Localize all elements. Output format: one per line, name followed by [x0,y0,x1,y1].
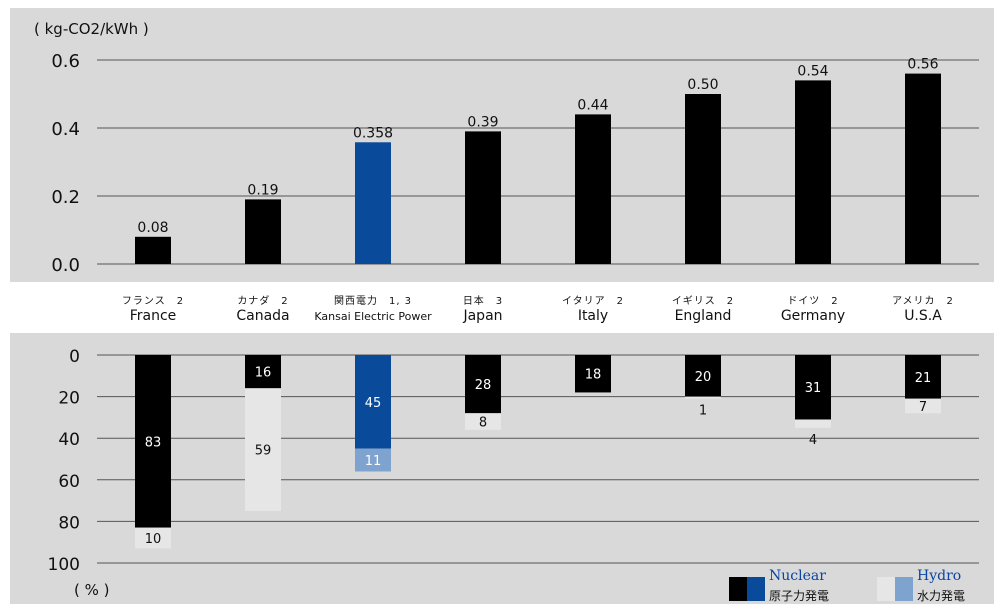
legend-hydro-jp: 水力発電 [917,589,966,603]
category-label-en-4: Italy [577,308,609,324]
top-bar-2 [355,142,391,264]
bottom-y-tick-label-4: 80 [58,513,80,533]
hydro-value-label-3: 8 [479,416,487,431]
category-label-en-1: Canada [236,308,290,324]
top-bar-value-label-4: 0.44 [577,97,608,113]
bottom-y-tick-label-1: 20 [58,389,80,409]
nuclear-bar-6 [795,355,831,420]
legend-nuclear-en: Nuclear [769,568,826,584]
nuclear-value-label-7: 21 [915,371,932,386]
top-bar-value-label-6: 0.54 [797,63,828,79]
hydro-bar-5 [685,396,721,399]
category-label-7: アメリカ 2 U.S.A [858,294,988,324]
bottom-y-axis-label: ( % ) [74,581,110,599]
nuclear-bar-4 [575,355,611,393]
top-bar-6 [795,80,831,265]
nuclear-value-label-0: 83 [145,435,162,450]
hydro-bar-2 [355,448,391,472]
hydro-value-label-1: 59 [255,444,272,459]
legend-nuclear-jp: 原子力発電 [769,589,830,603]
category-label-1: カナダ 2 Canada [198,294,328,324]
legend-nuclear-swatch-black [729,577,747,601]
nuclear-value-label-2: 45 [365,396,382,411]
bottom-y-tick-label-5: 100 [48,555,80,575]
category-label-en-0: France [129,308,177,324]
nuclear-bar-3 [465,355,501,414]
hydro-value-label-5: 1 [699,404,707,419]
top-bar-value-label-0: 0.08 [137,220,168,236]
top-bar-value-label-5: 0.50 [687,77,718,93]
nuclear-bar-7 [905,355,941,399]
category-label-3: 日本 3 Japan [418,294,548,324]
nuclear-bar-2 [355,355,391,449]
hydro-value-label-7: 7 [919,400,927,415]
hydro-value-label-2: 11 [365,454,382,469]
nuclear-value-label-3: 28 [475,378,492,393]
legend-hydro-en: Hydro [917,568,962,584]
category-label-jp-6: ドイツ 2 [787,296,839,307]
hydro-value-label-0: 10 [145,532,162,547]
category-label-jp-7: アメリカ 2 [892,296,954,307]
top-bar-value-label-2: 0.358 [353,125,393,141]
category-label-4: イタリア 2 Italy [528,294,658,324]
top-bar-3 [465,131,501,264]
category-label-5: イギリス 2 England [638,294,768,324]
hydro-bar-0 [135,527,171,549]
legend-hydro-swatch-blue [895,577,913,601]
nuclear-bar-5 [685,355,721,397]
category-label-jp-5: イギリス 2 [671,296,735,307]
bottom-y-tick-label-3: 60 [58,472,80,492]
category-label-jp-2: 関西電力 1, 3 [333,296,413,307]
top-y-tick-label-2: 0.4 [51,119,80,140]
top-bar-value-label-3: 0.39 [467,114,498,130]
category-label-en-3: Japan [463,308,503,324]
top-y-axis-label: ( kg-CO2/kWh ) [34,20,149,38]
category-label-en-7: U.S.A [904,308,942,324]
category-label-jp-1: カナダ 2 [237,296,289,307]
bottom-y-tick-label-2: 40 [58,430,80,450]
top-y-tick-label-1: 0.2 [51,187,80,208]
hydro-value-label-6: 4 [809,433,817,448]
category-label-jp-3: 日本 3 [462,296,504,307]
category-label-jp-4: イタリア 2 [562,296,624,307]
category-label-en-2: Kansai Electric Power [314,310,432,323]
top-bar-7 [905,73,941,264]
category-label-band [0,282,1003,333]
nuclear-bar-0 [135,355,171,528]
hydro-bar-6 [795,419,831,428]
category-label-en-6: Germany [780,308,846,324]
nuclear-value-label-1: 16 [255,366,272,381]
category-label-6: ドイツ 2 Germany [748,294,878,324]
legend-nuclear-swatch-blue [747,577,765,601]
nuclear-value-label-6: 31 [805,381,822,396]
bottom-y-tick-label-0: 0 [69,347,80,367]
top-bar-value-label-1: 0.19 [247,182,278,198]
top-bar-1 [245,199,281,264]
nuclear-value-label-5: 20 [695,370,712,385]
nuclear-bar-1 [245,355,281,389]
hydro-bar-3 [465,413,501,430]
nuclear-value-label-4: 18 [585,368,602,383]
top-bar-value-label-7: 0.56 [907,57,938,73]
category-label-2: 関西電力 1, 3 Kansai Electric Power [308,294,438,324]
top-bar-5 [685,94,721,264]
top-y-tick-label-0: 0.0 [51,255,80,276]
top-bar-4 [575,114,611,265]
legend-hydro-swatch-gray [877,577,895,601]
hydro-bar-1 [245,388,281,511]
top-y-tick-label-3: 0.6 [51,51,80,72]
category-label-jp-0: フランス 2 [121,296,185,307]
top-bar-0 [135,236,171,264]
hydro-bar-7 [905,398,941,414]
category-label-0: フランス 2 France [88,294,218,324]
category-label-en-5: England [674,308,732,324]
